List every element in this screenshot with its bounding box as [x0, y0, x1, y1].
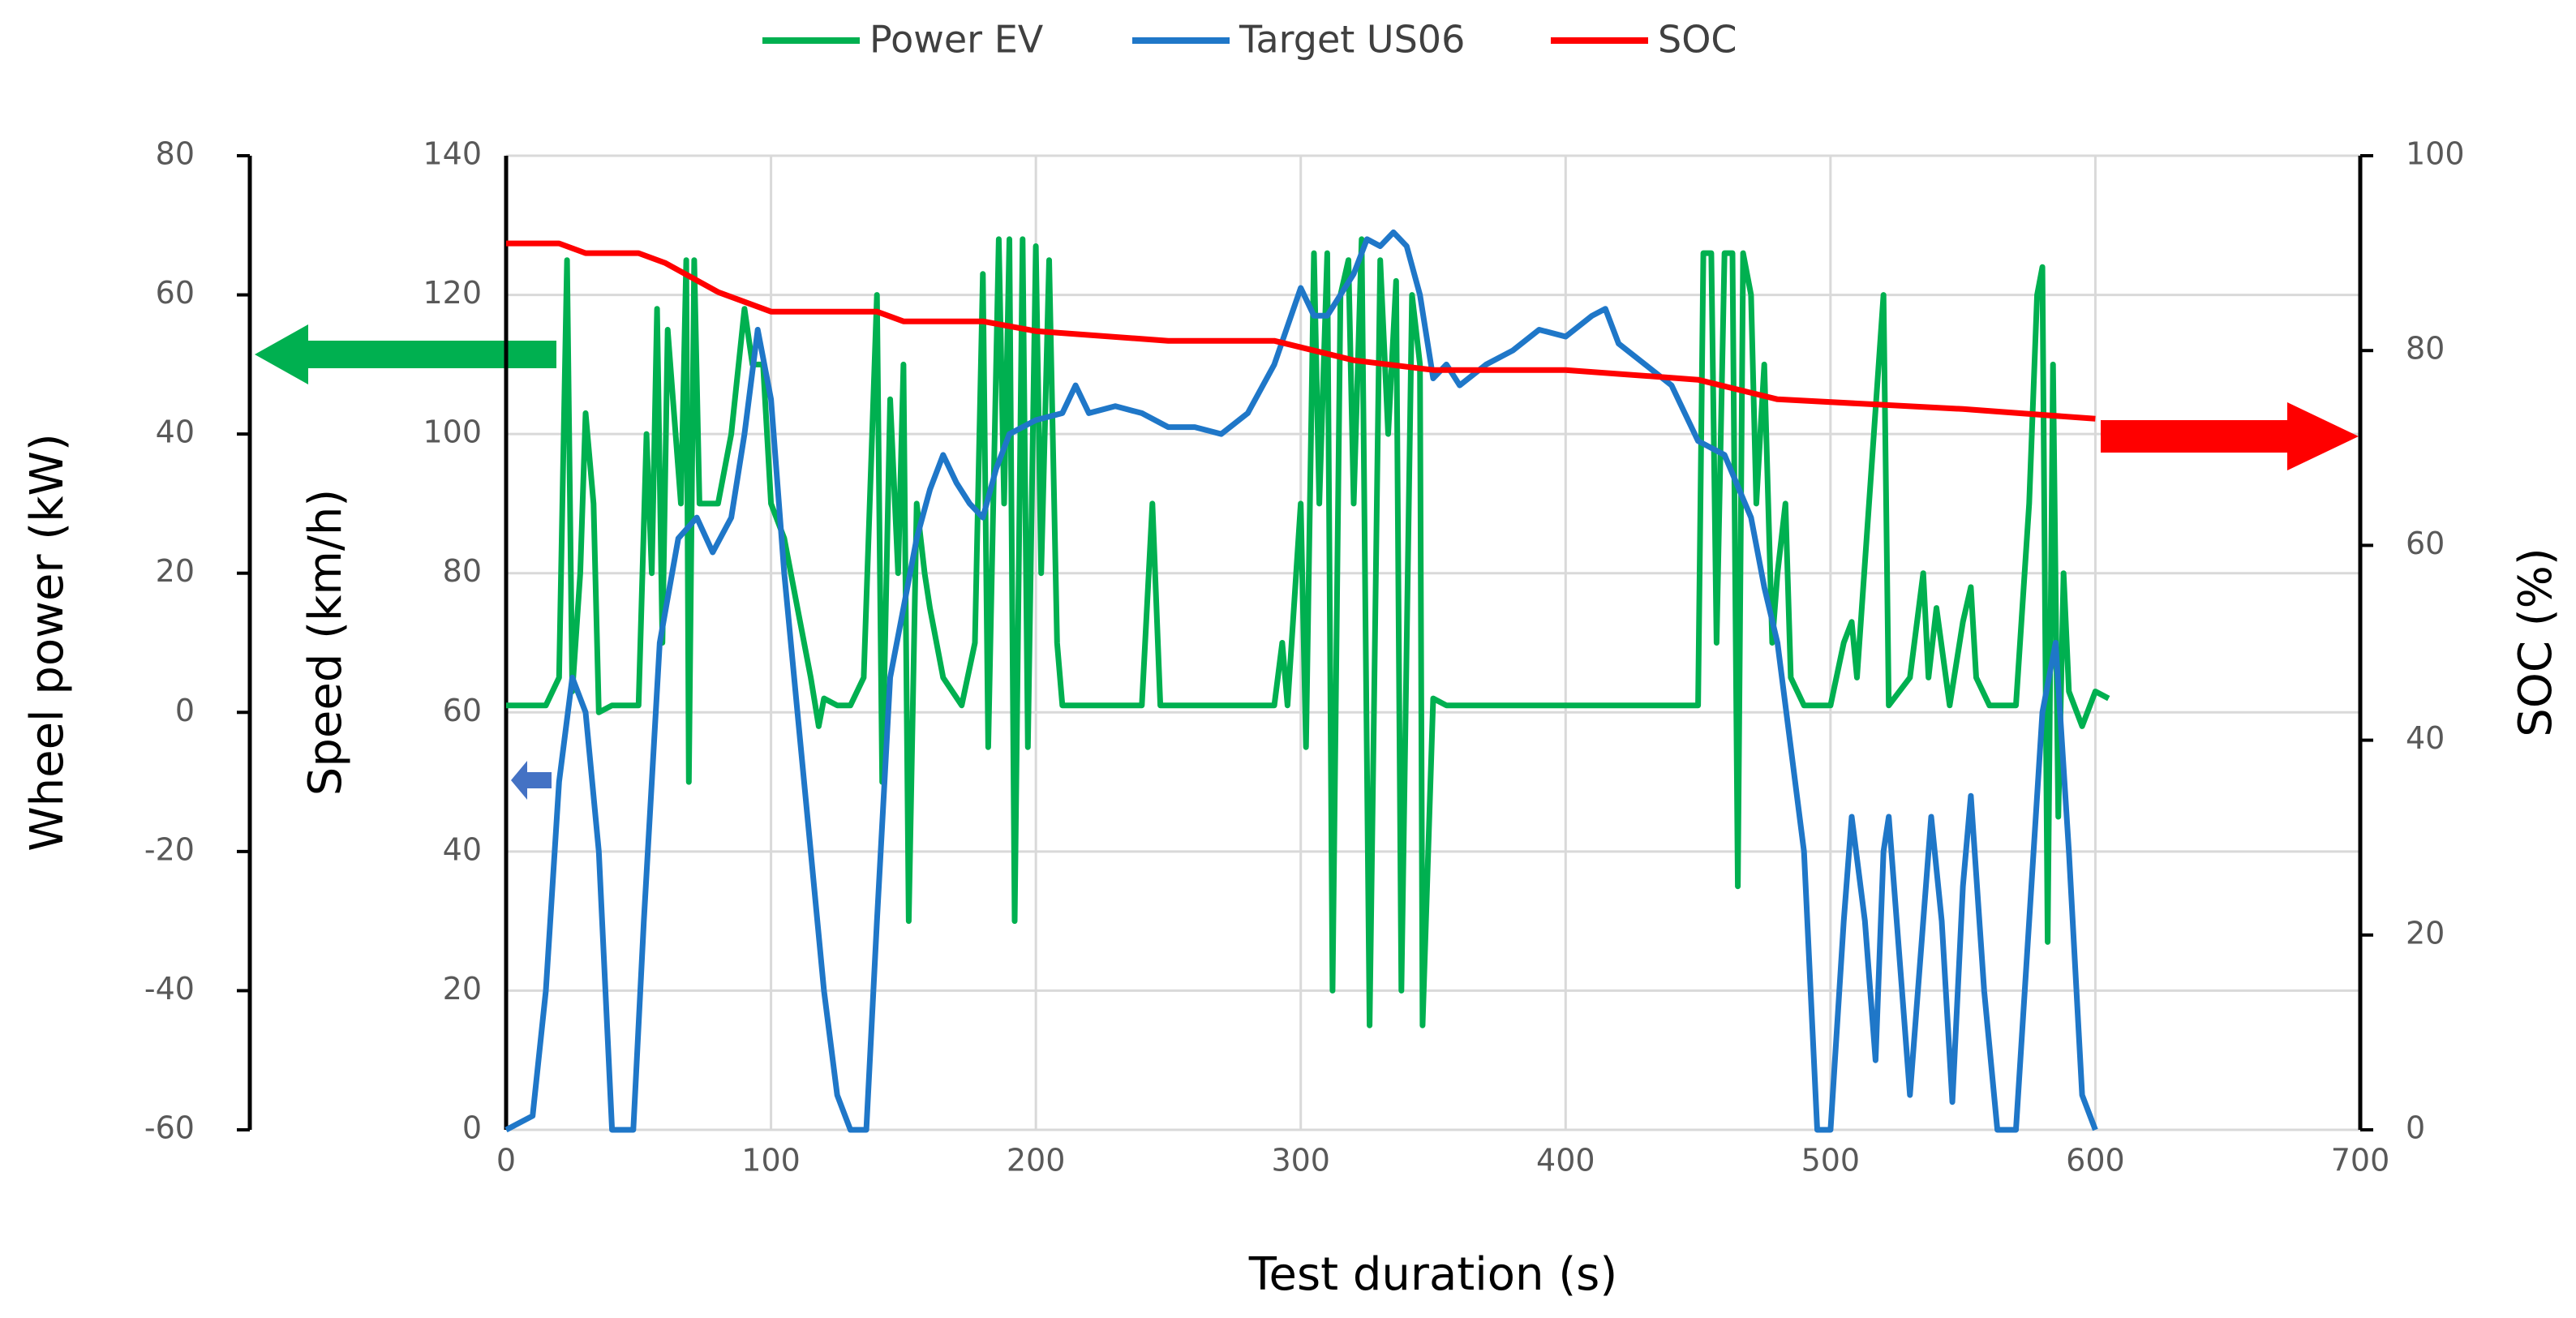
x-tick-label: 300 [1271, 1143, 1330, 1178]
y-tick-label: 0 [175, 693, 195, 728]
y2-tick-label: 100 [423, 414, 482, 450]
y-tick-label: -20 [144, 831, 195, 867]
y3-tick-label: 100 [2406, 136, 2465, 172]
y3-tick-label: 0 [2406, 1110, 2425, 1146]
y2-tick-label: 20 [443, 971, 482, 1007]
x-axis-title: Test duration (s) [1248, 1248, 1617, 1301]
y-tick-label: 80 [156, 136, 195, 172]
x-tick-label: 200 [1007, 1143, 1066, 1178]
x-tick-label: 0 [496, 1143, 516, 1178]
y-tick-label: -60 [144, 1110, 195, 1146]
y2-tick-label: 40 [443, 831, 482, 867]
right-arrow [2101, 402, 2359, 470]
y3-tick-label: 20 [2406, 915, 2445, 951]
y-tick-label: 40 [156, 414, 195, 450]
y2-tick-label: 0 [462, 1110, 482, 1146]
left-arrow [255, 324, 556, 384]
y-tick-label: 60 [156, 275, 195, 311]
y2-tick-label: 60 [443, 693, 482, 728]
x-tick-label: 600 [2066, 1143, 2125, 1178]
x-tick-label: 700 [2331, 1143, 2390, 1178]
x-tick-label: 400 [1536, 1143, 1595, 1178]
y-tick-label: 20 [156, 553, 195, 589]
y-tick-label: -40 [144, 971, 195, 1007]
y-axis-title: Wheel power (kW) [21, 433, 74, 852]
y3-tick-label: 40 [2406, 720, 2445, 756]
y3-tick-label: 60 [2406, 526, 2445, 561]
legend-label: Power EV [869, 18, 1044, 62]
y3-tick-label: 80 [2406, 331, 2445, 367]
legend-label: SOC [1658, 18, 1737, 62]
legend-label: Target US06 [1239, 18, 1465, 62]
series-line [506, 240, 2096, 422]
y3-axis-title: SOC (%) [2509, 547, 2562, 736]
x-tick-label: 500 [1801, 1143, 1861, 1178]
speed-arrow [511, 761, 552, 800]
series-line [504, 229, 2098, 1133]
y2-tick-label: 120 [423, 275, 482, 311]
y2-tick-label: 80 [443, 553, 482, 589]
series-line [506, 236, 2110, 1028]
y2-axis-title: Speed (km/h) [299, 489, 352, 796]
x-tick-label: 100 [741, 1143, 801, 1178]
y2-tick-label: 140 [423, 136, 482, 172]
